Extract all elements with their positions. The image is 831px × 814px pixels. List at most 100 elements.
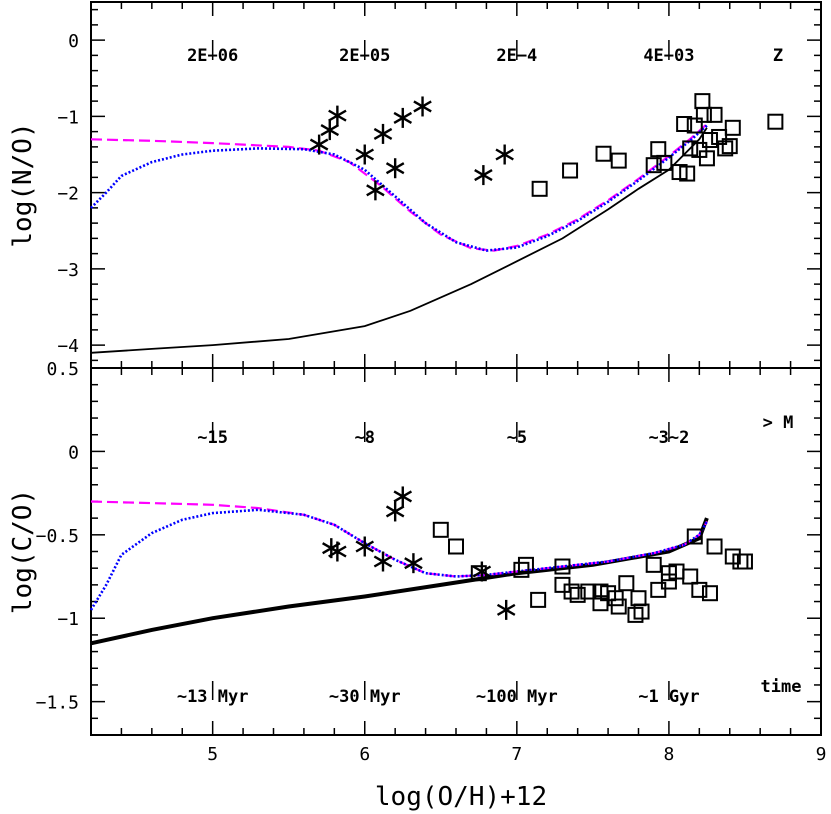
x-tick-label: 7 [511,744,522,765]
annotation-label: 2E−4 [496,46,537,66]
data-point-square [562,162,579,179]
data-point-star [328,105,347,126]
data-point-square [595,145,612,162]
panel-c-o: 0.5 0 −0.5 −1 −1.5 5 6 7 8 9 log(C/O) ~15 ~8 ~5 ~3~2 > … [8,359,826,765]
plot-frame-bottom [90,367,822,736]
star-stroke [309,138,329,151]
data-point-square [676,116,693,132]
data-point-square [610,152,627,169]
annotation-label: ~5 [507,428,527,448]
time-annotation-label: ~100 Myr [476,687,558,707]
panel-n-o: 0 −1 −2 −3 −4 log(N/O) 2E−06 2E−05 2E−4 4E−03 Z [8,1,822,369]
y-tick-label: −0.5 [36,526,79,547]
y-tick-label: −1 [57,609,79,630]
y-tick-label: −2 [57,184,79,205]
annotation-label: 2E−06 [187,46,238,66]
data-point-star [385,501,405,522]
star-stroke [385,505,405,518]
data-point-square [686,528,703,545]
data-point-square [645,556,662,573]
annotation-label: ~3~2 [648,428,689,448]
data-point-square [721,138,738,155]
series-line-black-solid [90,127,708,354]
data-point-square [706,538,723,555]
data-point-square [679,165,696,182]
data-point-square [633,603,650,620]
data-point-square [686,117,703,134]
x-tick-label: 8 [663,744,674,765]
annotation-axis-label: Z [773,46,783,66]
data-point-square [694,93,711,110]
data-point-star [355,144,375,165]
time-axis-label: time [761,677,802,697]
x-tick-label: 6 [359,744,370,765]
star-stroke [393,111,413,124]
data-point-square [682,140,699,157]
data-point-square [656,154,673,171]
y-tick-label: −1 [57,107,79,128]
data-point-square [618,575,635,592]
data-point-square [517,556,534,573]
data-point-square [554,558,571,575]
y-tick-label: −1.5 [36,693,79,714]
annotation-axis-label: > M [763,413,794,433]
star-stroke [320,124,340,137]
data-point-square [767,113,784,130]
annotation-label: 4E−03 [643,46,694,66]
annotation-label: 2E−05 [339,46,390,66]
data-point-square [432,521,449,538]
data-point-square [695,106,712,123]
data-point-square [645,157,662,174]
y-axis-label: log(C/O) [8,489,38,614]
star-stroke [385,162,405,175]
star-stroke [393,490,413,503]
data-point-square [531,180,548,197]
star-stroke [328,545,347,558]
data-point-square [691,581,708,598]
y-tick-label: −3 [57,260,79,281]
annotation-label: ~8 [355,428,375,448]
x-tick-label: 5 [207,744,218,765]
star-stroke [373,127,393,140]
data-point-star [496,599,516,620]
y-tick-label: −4 [57,336,79,357]
data-point-star [320,120,340,141]
data-point-square [630,590,647,607]
star-stroke [472,565,492,578]
data-point-star [474,165,493,186]
series-line-magenta-dashed [90,123,708,252]
y-tick-label: 0.5 [46,359,79,380]
star-stroke [328,109,347,122]
data-point-square [682,568,699,585]
data-point-square [701,585,718,602]
data-point-star [393,486,413,507]
star-stroke [355,540,375,553]
data-point-square [650,141,667,158]
star-stroke [496,603,516,616]
star-stroke [495,148,514,161]
data-point-star [472,561,492,582]
annotation-label: ~15 [197,428,228,448]
time-annotation-label: ~1 Gyr [638,687,699,707]
data-point-square [717,140,734,157]
data-point-star [404,553,423,574]
y-tick-label: 0 [68,442,79,463]
x-axis-label: log(O/H)+12 [375,782,547,812]
star-stroke [404,557,423,570]
data-point-star [373,551,393,572]
series-line-blue-dotted [90,124,708,252]
data-point-square [736,553,753,570]
data-point-star [309,134,329,155]
time-annotation-label: ~13 Myr [177,687,249,707]
series-line-black-thick [90,517,709,646]
data-point-square [607,590,624,607]
data-point-square [706,106,723,123]
star-stroke [373,555,393,568]
data-point-star [385,158,405,179]
series-line-magenta-dashed [90,500,708,578]
data-point-square [610,598,627,615]
data-point-square [650,581,667,598]
data-point-star [366,180,385,201]
star-stroke [366,184,385,197]
